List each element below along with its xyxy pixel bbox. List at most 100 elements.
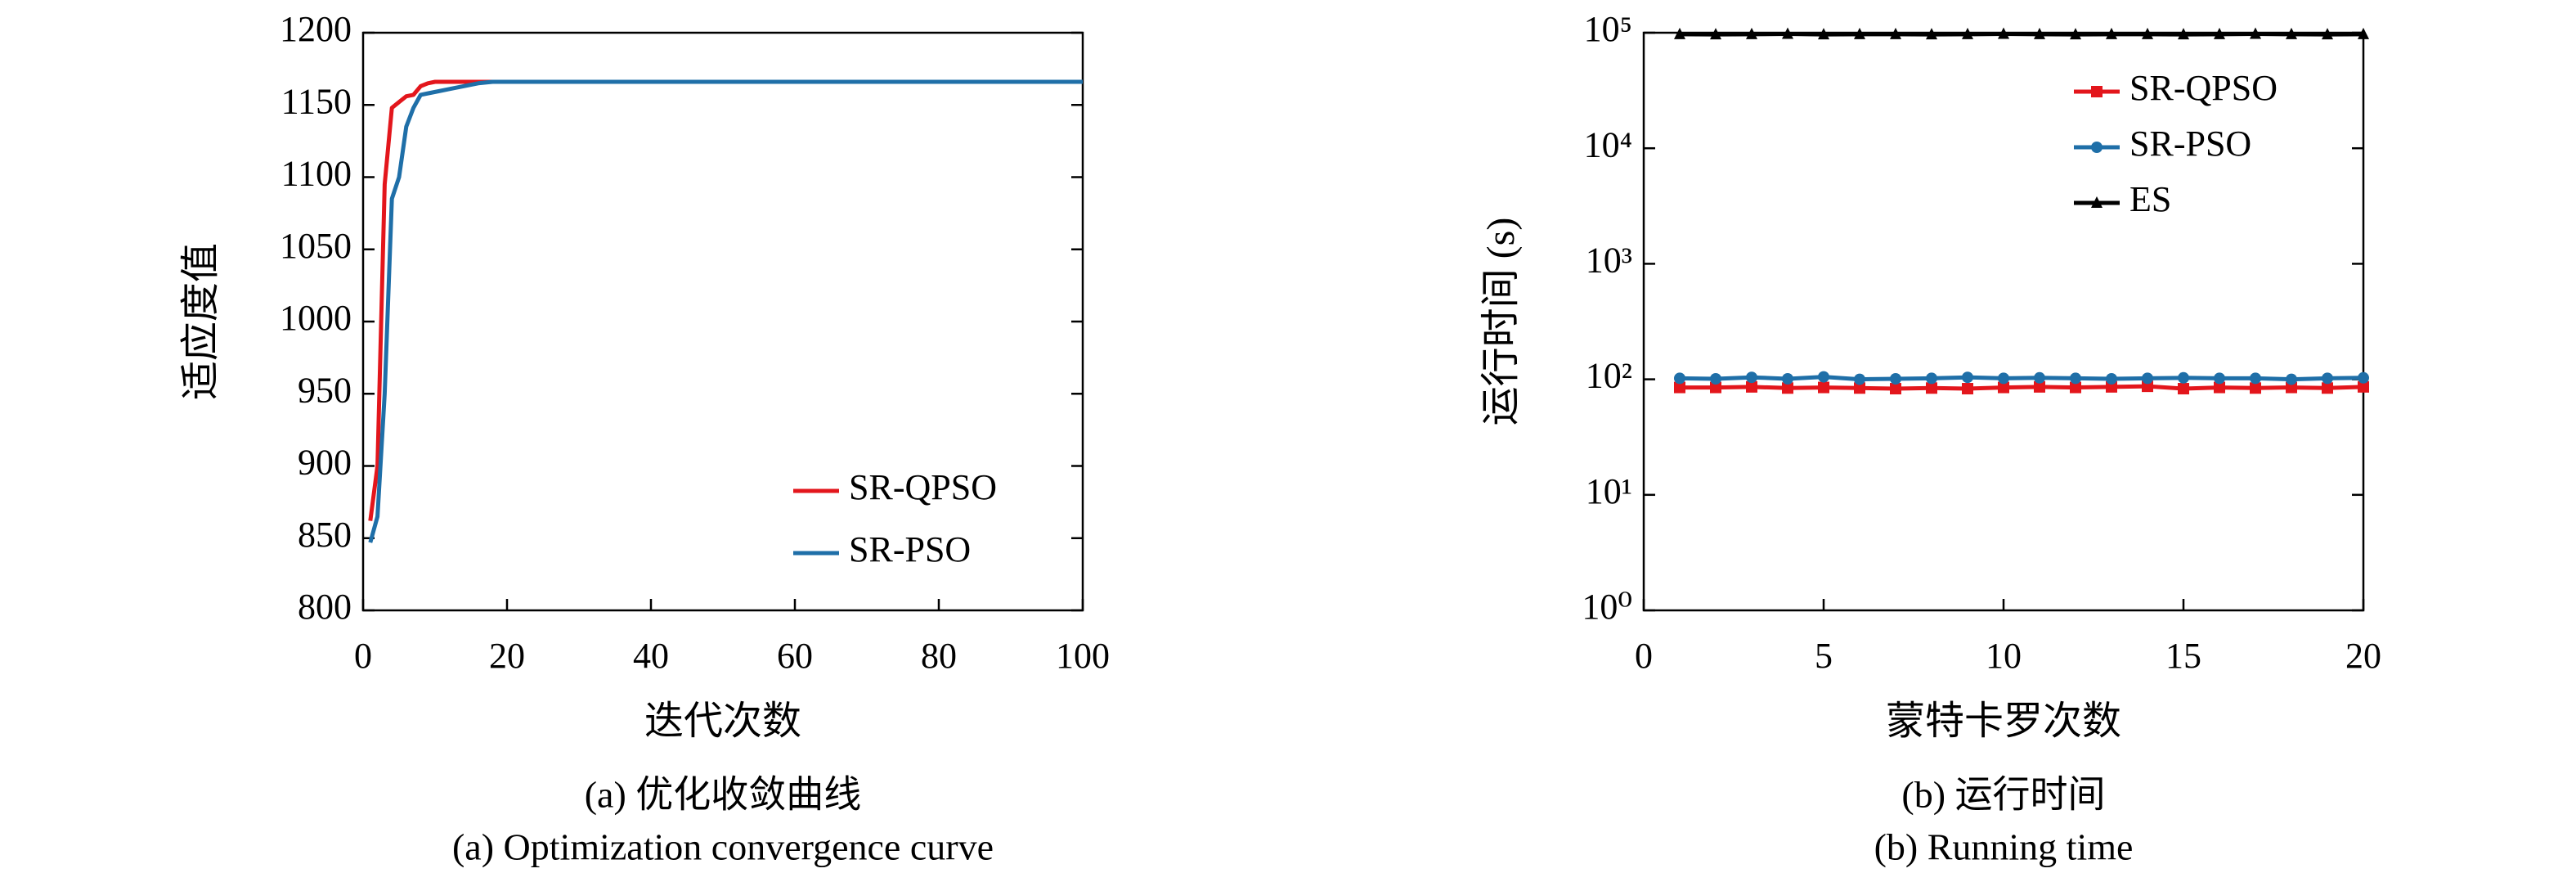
marker: [2142, 372, 2153, 385]
caption: (b) Running time: [1874, 826, 2134, 868]
marker: [2178, 371, 2189, 384]
marker: [2034, 380, 2045, 393]
marker: [2250, 27, 2261, 39]
y-tick-label: 1200: [280, 9, 352, 49]
caption: (a) 优化收敛曲线: [585, 774, 862, 816]
marker: [2286, 27, 2297, 39]
y-tick-label: 850: [298, 515, 352, 555]
y-tick-label: 800: [298, 587, 352, 627]
y-tick-label: 1150: [281, 81, 352, 121]
y-tick-label: 10⁰: [1582, 587, 1632, 627]
marker: [1710, 372, 1721, 385]
marker: [1854, 382, 1865, 394]
marker: [2091, 86, 2103, 97]
marker: [1926, 28, 1937, 40]
marker: [1818, 28, 1829, 40]
x-tick-label: 100: [1056, 636, 1110, 676]
marker: [2214, 381, 2225, 394]
marker: [2214, 27, 2225, 39]
marker: [1998, 381, 2009, 394]
marker: [2178, 383, 2189, 395]
legend-label: SR-PSO: [2129, 124, 2251, 164]
x-tick-label: 5: [1815, 636, 1833, 676]
marker: [2322, 28, 2333, 40]
marker: [1818, 381, 1829, 394]
marker: [1674, 381, 1685, 394]
marker: [2358, 380, 2369, 393]
marker: [1710, 28, 1721, 40]
marker: [2034, 27, 2045, 39]
x-tick-label: 15: [2165, 636, 2201, 676]
marker: [2091, 142, 2103, 153]
marker: [2322, 372, 2333, 385]
y-axis-label: 适应度值: [179, 243, 222, 400]
legend-label: SR-PSO: [849, 529, 971, 569]
marker: [1962, 27, 1973, 39]
series-line: [1679, 375, 2364, 382]
marker: [2358, 27, 2369, 39]
legend-label: SR-QPSO: [2129, 68, 2278, 108]
y-tick-label: 950: [298, 370, 352, 410]
series-line: [368, 79, 1083, 543]
x-tick-label: 20: [2345, 636, 2381, 676]
marker: [2034, 371, 2045, 384]
plot-frame: [361, 31, 1084, 612]
x-tick-label: 80: [921, 636, 957, 676]
marker: [2070, 372, 2081, 385]
x-axis-label: 迭代次数: [644, 700, 801, 743]
series-line: [1680, 384, 2364, 391]
y-tick-label: 10⁴: [1584, 124, 1632, 164]
y-tick-label: 900: [298, 443, 352, 483]
marker: [2358, 371, 2369, 384]
marker: [2322, 382, 2333, 394]
marker: [2286, 381, 2297, 394]
marker: [1962, 383, 1973, 395]
marker: [1746, 27, 1757, 39]
marker: [2091, 196, 2103, 208]
x-tick-label: 60: [777, 636, 813, 676]
marker: [2142, 380, 2153, 393]
y-tick-label: 10²: [1586, 356, 1632, 396]
y-tick-label: 10⁵: [1584, 9, 1632, 49]
x-tick-label: 0: [1635, 636, 1653, 676]
marker: [1890, 372, 1901, 385]
marker: [2178, 28, 2189, 40]
y-tick-label: 1050: [280, 226, 352, 266]
x-tick-label: 40: [633, 636, 669, 676]
marker: [1782, 27, 1793, 39]
marker: [1710, 381, 1721, 394]
marker: [1962, 371, 1973, 384]
y-tick-label: 1000: [280, 298, 352, 338]
y-tick-label: 1100: [281, 154, 352, 194]
marker: [1746, 371, 1757, 384]
marker: [1926, 382, 1937, 394]
x-tick-label: 0: [354, 636, 372, 676]
marker: [2250, 382, 2261, 394]
series-line: [1679, 32, 2364, 37]
legend-label: SR-QPSO: [849, 467, 997, 507]
plot-frame: [1642, 31, 2365, 612]
marker: [1926, 372, 1937, 385]
marker: [1998, 372, 2009, 385]
x-tick-label: 10: [1986, 636, 2022, 676]
marker: [1746, 380, 1757, 393]
y-axis-label: 运行时间 (s): [1479, 218, 1523, 426]
legend-label: ES: [2129, 179, 2171, 219]
caption: (a) Optimization convergence curve: [452, 826, 994, 868]
marker: [1854, 27, 1865, 39]
marker: [1782, 372, 1793, 385]
marker: [2286, 373, 2297, 385]
marker: [2106, 380, 2117, 393]
marker: [1854, 373, 1865, 385]
marker: [2214, 372, 2225, 385]
marker: [2250, 372, 2261, 385]
marker: [1782, 382, 1793, 394]
marker: [1998, 27, 2009, 39]
marker: [2142, 27, 2153, 39]
marker: [2070, 28, 2081, 40]
marker: [1674, 372, 1685, 385]
marker: [1890, 27, 1901, 39]
marker: [1818, 371, 1829, 383]
